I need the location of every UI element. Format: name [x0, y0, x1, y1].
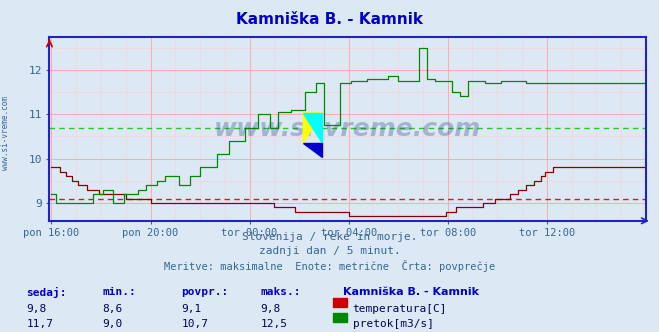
Text: Kamniška B. - Kamnik: Kamniška B. - Kamnik [343, 287, 478, 297]
Polygon shape [303, 113, 322, 143]
Text: 9,0: 9,0 [102, 319, 123, 329]
Text: Meritve: maksimalne  Enote: metrične  Črta: povprečje: Meritve: maksimalne Enote: metrične Črta… [164, 260, 495, 272]
Text: min.:: min.: [102, 287, 136, 297]
Text: www.si-vreme.com: www.si-vreme.com [214, 117, 481, 141]
Text: povpr.:: povpr.: [181, 287, 229, 297]
Text: maks.:: maks.: [260, 287, 301, 297]
Text: zadnji dan / 5 minut.: zadnji dan / 5 minut. [258, 246, 401, 256]
Text: pretok[m3/s]: pretok[m3/s] [353, 319, 434, 329]
Text: sedaj:: sedaj: [26, 287, 67, 298]
Text: www.si-vreme.com: www.si-vreme.com [1, 96, 10, 170]
Text: Kamniška B. - Kamnik: Kamniška B. - Kamnik [236, 12, 423, 27]
Text: temperatura[C]: temperatura[C] [353, 304, 447, 314]
Text: 11,7: 11,7 [26, 319, 53, 329]
Text: 8,6: 8,6 [102, 304, 123, 314]
Polygon shape [303, 143, 322, 157]
Text: 9,8: 9,8 [260, 304, 281, 314]
Text: 12,5: 12,5 [260, 319, 287, 329]
Text: Slovenija / reke in morje.: Slovenija / reke in morje. [242, 232, 417, 242]
Text: 10,7: 10,7 [181, 319, 208, 329]
Text: 9,1: 9,1 [181, 304, 202, 314]
Polygon shape [303, 113, 322, 143]
Text: 9,8: 9,8 [26, 304, 47, 314]
